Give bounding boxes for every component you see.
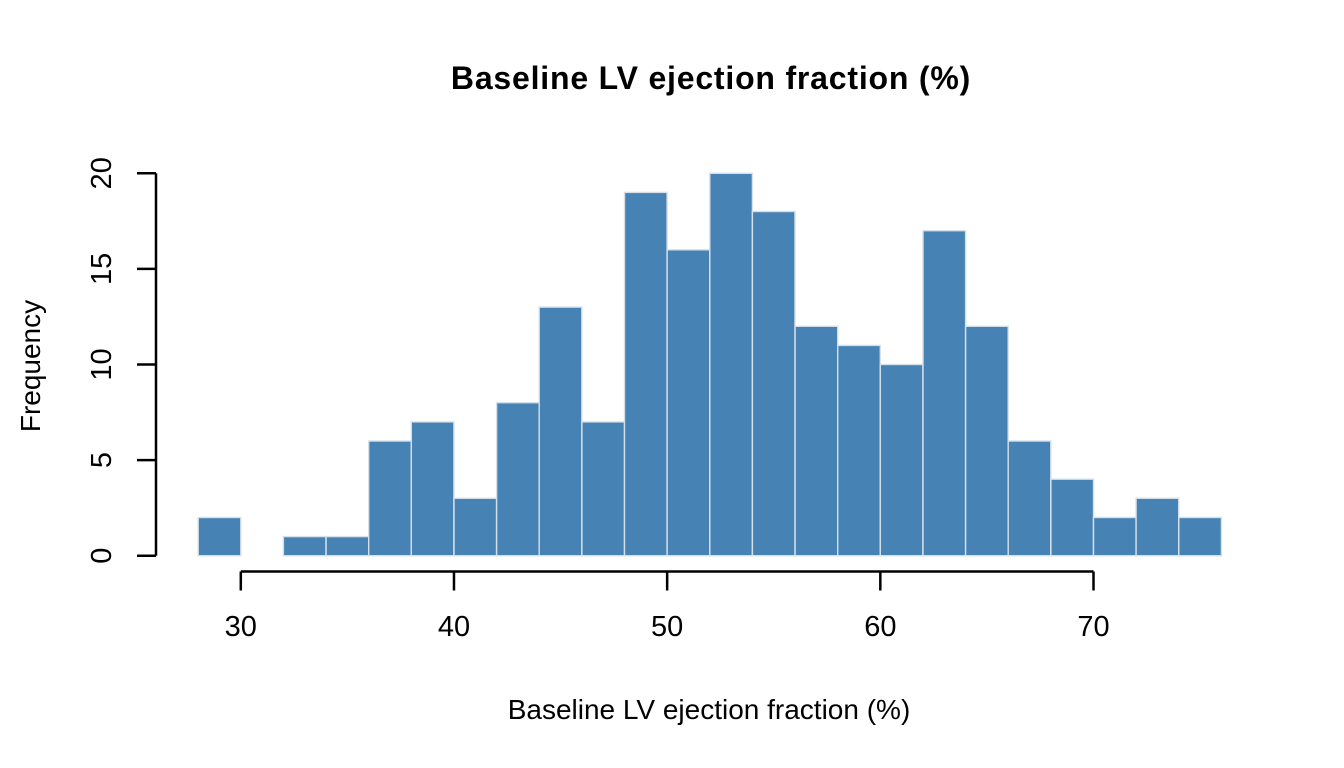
histogram-bar-46-48 xyxy=(581,421,626,557)
x-axis-label: Baseline LV ejection fraction (%) xyxy=(507,694,911,725)
histogram-bar-64-66 xyxy=(964,325,1009,557)
histogram-bar-34-36 xyxy=(325,535,370,557)
histogram-bar-40-42 xyxy=(453,497,498,557)
x-axis-tick-label: 60 xyxy=(864,611,896,643)
y-axis-tick-label: 5 xyxy=(86,452,118,468)
y-axis-tick-label: 0 xyxy=(86,548,118,564)
histogram-bar-74-76 xyxy=(1178,516,1223,557)
histogram-bar-72-74 xyxy=(1135,497,1180,557)
histogram-bar-28-30 xyxy=(197,516,242,557)
histogram-bar-36-38 xyxy=(368,440,413,557)
x-axis-tick-label: 70 xyxy=(1077,611,1109,643)
histogram-bar-68-70 xyxy=(1050,478,1095,557)
x-axis-tick-label: 50 xyxy=(651,611,683,643)
x-axis-tick-label: 40 xyxy=(438,611,470,643)
histogram-bar-62-64 xyxy=(922,229,967,557)
histogram-bar-56-58 xyxy=(794,325,839,557)
x-axis-tick-label: 30 xyxy=(225,611,257,643)
histogram-bar-66-68 xyxy=(1007,440,1052,557)
y-axis-tick-label: 10 xyxy=(86,348,118,380)
chart-title: Baseline LV ejection fraction (%) xyxy=(450,60,972,96)
histogram-bar-70-72 xyxy=(1092,516,1137,557)
histogram-bar-54-56 xyxy=(751,210,796,557)
y-axis-tick-label: 20 xyxy=(86,157,118,189)
y-axis-label: Frequency xyxy=(15,299,46,433)
histogram-bar-58-60 xyxy=(837,344,882,557)
histogram-bar-52-54 xyxy=(709,172,754,557)
histogram-bar-38-40 xyxy=(410,421,455,557)
histogram-bar-32-34 xyxy=(282,535,327,557)
histogram-bar-42-44 xyxy=(495,402,540,557)
histogram-bar-50-52 xyxy=(666,249,711,557)
histogram-bar-48-50 xyxy=(623,191,668,557)
histogram-bar-44-46 xyxy=(538,306,583,557)
y-axis-tick-label: 15 xyxy=(86,253,118,285)
histogram-bar-60-62 xyxy=(879,363,924,557)
